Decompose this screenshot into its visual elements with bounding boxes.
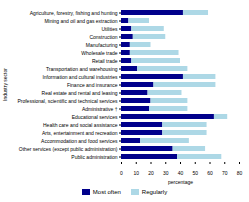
svg-text:Educational services: Educational services — [72, 114, 118, 120]
svg-text:Other services (except public: Other services (except public administra… — [19, 146, 118, 152]
svg-text:60: 60 — [207, 170, 213, 176]
svg-text:Wholesale trade: Wholesale trade — [81, 50, 117, 56]
svg-text:80: 80 — [237, 170, 243, 176]
svg-text:Transportation and warehousing: Transportation and warehousing — [46, 66, 118, 72]
svg-text:10: 10 — [133, 170, 139, 176]
svg-text:Manufacturing: Manufacturing — [86, 42, 118, 48]
html-text:Most often: Most often — [92, 189, 121, 195]
svg-text:40: 40 — [178, 170, 184, 176]
svg-text:Agriculture, forestry, fishing: Agriculture, forestry, fishing and hunti… — [30, 10, 118, 16]
html-text:Regularly: Regularly — [141, 189, 168, 195]
svg-text:percentage: percentage — [168, 179, 193, 185]
svg-text:Finance and insurance: Finance and insurance — [67, 82, 118, 88]
svg-text:20: 20 — [148, 170, 154, 176]
svg-text:Administrative †: Administrative † — [82, 106, 118, 112]
svg-text:Mining and oil and gas extract: Mining and oil and gas extraction — [44, 18, 117, 24]
svg-text:Health care and social assista: Health care and social assistance — [43, 122, 118, 128]
svg-text:Retail trade: Retail trade — [92, 58, 118, 64]
svg-text:Construction: Construction — [89, 34, 117, 40]
svg-text:Real estate and rental and lea: Real estate and rental and leasing — [42, 90, 118, 96]
svg-text:Utilities: Utilities — [101, 26, 118, 32]
svg-text:Public administration: Public administration — [71, 154, 117, 160]
svg-text:50: 50 — [192, 170, 198, 176]
svg-text:30: 30 — [163, 170, 169, 176]
svg-text:Industry sector: Industry sector — [2, 68, 8, 101]
svg-text:Information and cultural indus: Information and cultural industries — [42, 74, 118, 80]
svg-text:Arts, entertainment and recrea: Arts, entertainment and recreation — [42, 130, 118, 136]
svg-text:Professional, scientific and t: Professional, scientific and technical s… — [17, 98, 118, 104]
svg-text:0: 0 — [120, 170, 123, 176]
svg-text:70: 70 — [222, 170, 228, 176]
svg-text:Accommodation and food service: Accommodation and food services — [41, 138, 118, 144]
